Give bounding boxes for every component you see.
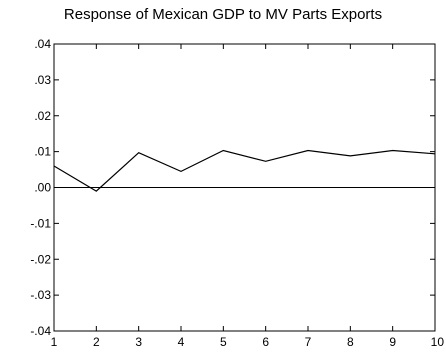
x-tick-label: 3 [135,335,142,349]
x-tick-label: 2 [93,335,100,349]
y-tick-label: .03 [34,73,51,87]
x-tick-label: 1 [51,335,58,349]
y-tick-label: .00 [34,181,51,195]
y-tick-label: .02 [34,109,51,123]
x-tick-label: 9 [389,335,396,349]
x-tick-label: 5 [220,335,227,349]
y-tick-label: -.01 [30,216,51,230]
y-tick-label: .01 [34,145,51,159]
x-tick-label: 6 [262,335,269,349]
series-line [53,149,436,192]
x-axis: 1 2 3 4 5 6 7 8 9 10 [51,44,445,349]
y-tick-label: -.03 [30,288,51,302]
x-tick-label: 7 [305,335,312,349]
chart-title: Response of Mexican GDP to MV Parts Expo… [63,6,383,23]
x-tick-label: 10 [431,335,445,349]
y-axis: -.04 -.03 -.02 -.01 .00 .01 .02 .03 .04 [30,37,435,338]
y-tick-label: -.02 [30,252,51,266]
x-tick-label: 4 [178,335,185,349]
y-tick-label: .04 [34,37,51,51]
x-tick-label: 8 [347,335,354,349]
y-tick-label: -.04 [30,324,51,338]
